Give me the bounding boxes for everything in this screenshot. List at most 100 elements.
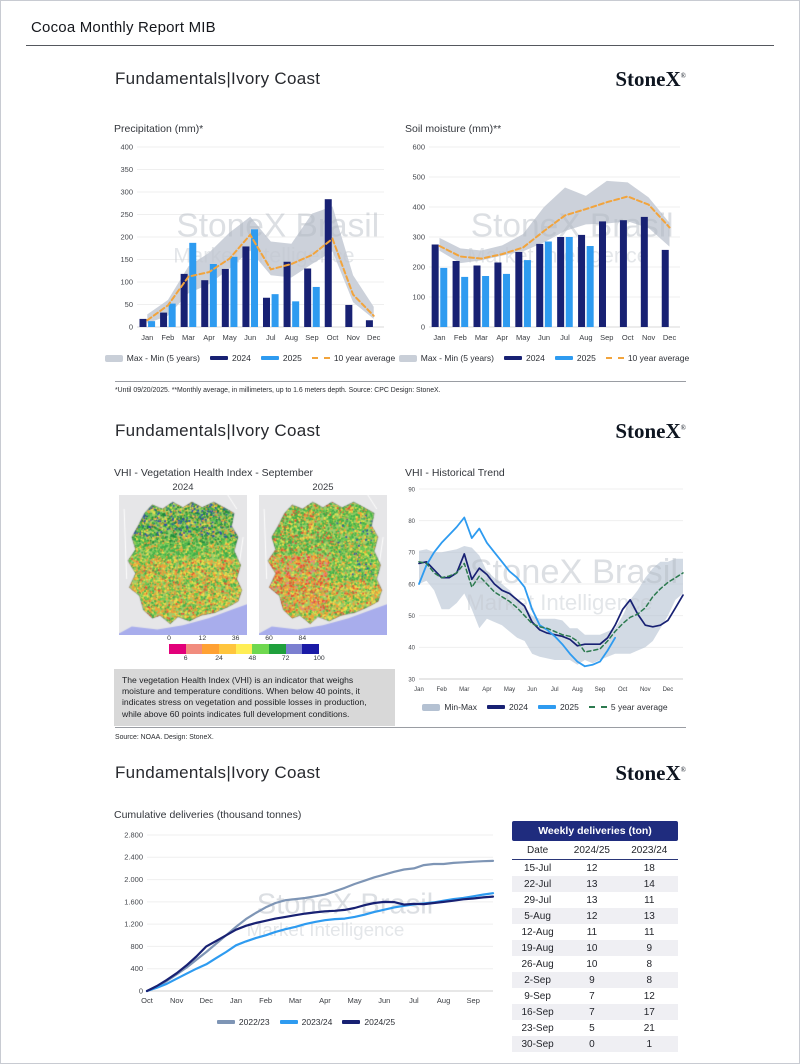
vhi-map-2025 [259,495,387,635]
panel2-source: Source: NOAA. Design: StoneX. [115,734,214,741]
table-row: 5-Aug 12 13 [512,908,678,924]
svg-text:Oct: Oct [622,333,635,342]
svg-text:0: 0 [421,323,425,332]
legend-item: 10 year average [605,353,690,363]
svg-text:400: 400 [120,143,133,152]
legend-swatch [588,706,607,708]
panel3-title: Fundamentals|Ivory Coast [115,763,321,782]
panel2-divider [115,727,686,728]
legend-label: 10 year average [627,353,690,363]
svg-text:80: 80 [408,519,415,525]
colorbar-tick: 100 [313,655,325,662]
svg-text:2.400: 2.400 [124,853,143,862]
table-cell: 21 [643,1022,655,1034]
svg-text:Oct: Oct [327,333,340,342]
table-cell: 18 [643,862,655,874]
svg-text:2.000: 2.000 [124,875,143,884]
svg-text:800: 800 [130,942,143,951]
legend-item: 2025 [260,353,302,363]
legend-item: 5 year average [588,702,668,712]
svg-text:350: 350 [120,165,133,174]
table-cell: 12-Aug [521,926,554,938]
svg-text:Feb: Feb [436,687,447,693]
legend-swatch [503,356,522,360]
svg-text:Sep: Sep [305,333,318,342]
svg-text:Apr: Apr [496,333,508,342]
weekly-table-header-row: Date 2024/25 2023/24 [512,843,678,860]
svg-text:StoneX Brasil: StoneX Brasil [470,553,678,591]
registered-mark: ® [680,766,686,774]
colorbar-tick: 12 [198,635,207,642]
svg-text:Nov: Nov [640,687,651,693]
svg-text:Jun: Jun [527,687,537,693]
legend-label: 2024 [509,702,528,712]
stonex-logo: StoneX® [615,761,686,785]
weekly-table-title: Weekly deliveries (ton) [512,821,678,841]
header-divider [26,45,774,46]
svg-text:400: 400 [412,203,425,212]
colorbar-tick: 72 [281,655,290,662]
svg-text:Nov: Nov [346,333,360,342]
table-cell: 11 [644,926,655,938]
legend-label: 2025 [559,702,579,712]
svg-text:50: 50 [125,300,133,309]
vhi-colorbar-segments [169,644,320,654]
cumulative-legend: 2022/23 2023/24 2024/25 [111,1017,501,1027]
legend-swatch [260,356,279,360]
table-cell: 22-Jul [523,878,552,890]
svg-text:Mar: Mar [289,996,302,1005]
svg-text:Feb: Feb [161,333,174,342]
table-cell: 7 [589,990,595,1002]
table-cell: 1 [646,1038,653,1050]
svg-text:Jun: Jun [244,333,256,342]
svg-text:Oct: Oct [618,687,628,693]
legend-item: Max - Min (5 years) [104,353,200,363]
table-cell: 10 [586,958,598,970]
svg-text:600: 600 [412,143,425,152]
page-title: Cocoa Monthly Report MIB [31,19,216,36]
table-cell: 26-Aug [521,958,554,970]
legend-item: 10 year average [311,353,395,363]
vhi-caption: The vegetation Health Index (VHI) is an … [114,669,395,726]
svg-text:Jan: Jan [414,687,424,693]
table-cell: 13 [586,894,598,906]
svg-text:Jan: Jan [141,333,153,342]
table-cell: 13 [586,878,598,890]
legend-label: 5 year average [610,702,668,712]
svg-text:Apr: Apr [203,333,215,342]
svg-text:Aug: Aug [572,687,583,693]
svg-text:Dec: Dec [200,996,214,1005]
map-year-2025: 2025 [312,482,334,493]
svg-text:Feb: Feb [454,333,467,342]
svg-text:Aug: Aug [285,333,298,342]
svg-text:Sep: Sep [595,687,606,693]
svg-text:150: 150 [120,255,133,264]
vhi-trend-legend: Min-Max 2024 2025 5 year average [401,702,689,712]
soil-moisture-chart-title: Soil moisture (mm)** [405,123,502,135]
svg-text:May: May [348,996,362,1005]
table-cell: 8 [646,958,653,970]
legend-swatch [342,1020,361,1024]
svg-text:50: 50 [408,614,415,620]
panel1-title: Fundamentals|Ivory Coast [115,69,321,88]
colorbar-tick: 36 [231,635,240,642]
legend-item: Min-Max [422,702,477,712]
vhi-map-2024 [119,495,247,635]
svg-text:Sep: Sep [467,996,480,1005]
svg-text:Dec: Dec [367,333,381,342]
table-cell: 29-Jul [523,894,552,906]
svg-text:40: 40 [408,646,415,652]
legend-item: 2022/23 [216,1017,270,1027]
table-cell: 13 [643,910,655,922]
table-cell: 9-Sep [524,990,551,1002]
svg-text:Jul: Jul [409,996,419,1005]
table-cell: 5 [589,1022,595,1034]
panel1-footnote: *Until 09/20/2025. **Monthly average, in… [115,387,441,394]
table-cell: 17 [643,1006,655,1018]
table-cell: 9 [589,974,595,986]
svg-text:100: 100 [412,293,425,302]
legend-item: Max - Min (5 years) [398,353,494,363]
panel2-header: Fundamentals|Ivory Coast StoneX® [115,421,686,442]
